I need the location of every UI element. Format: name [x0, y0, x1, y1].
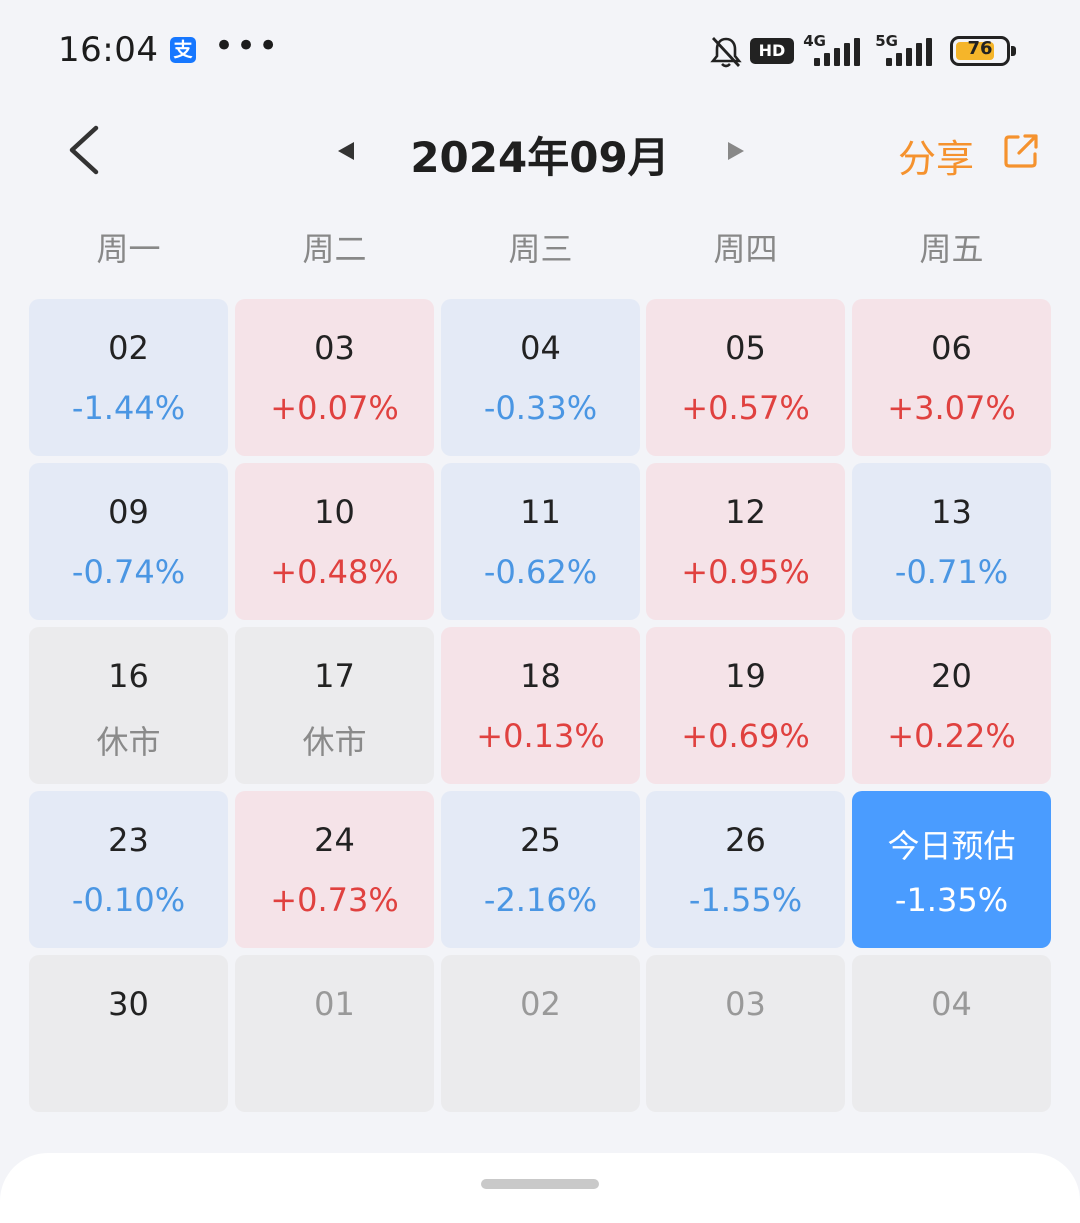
weekday-fri: 周五	[919, 230, 984, 268]
prev-month-button[interactable]	[334, 136, 360, 166]
cell-change: -1.55%	[688, 881, 803, 919]
share-label: 分享	[898, 137, 975, 181]
cell-change: +0.07%	[270, 389, 399, 427]
weekday-wed: 周三	[508, 230, 573, 268]
cell-day: 01	[314, 985, 355, 1023]
cell-status: 休市	[96, 723, 161, 761]
weekday-mon: 周一	[96, 230, 161, 268]
network-5g-label: 5G	[875, 32, 898, 50]
calendar-cell[interactable]: 06 +3.07%	[852, 299, 1051, 456]
cell-day: 02	[108, 329, 149, 367]
cell-day: 11	[520, 493, 561, 531]
cell-day: 24	[314, 821, 355, 859]
calendar-cell[interactable]: 23 -0.10%	[29, 791, 228, 948]
hd-voice-icon: HD	[750, 38, 794, 64]
cell-change: +0.69%	[681, 717, 810, 755]
cell-day: 13	[931, 493, 972, 531]
calendar-cell[interactable]: 20 +0.22%	[852, 627, 1051, 784]
cell-day: 26	[725, 821, 766, 859]
cell-change: +3.07%	[887, 389, 1016, 427]
calendar-cell[interactable]: 03 +0.07%	[235, 299, 434, 456]
calendar-cell[interactable]: 13 -0.71%	[852, 463, 1051, 620]
cell-change: +0.22%	[887, 717, 1016, 755]
cell-day: 02	[520, 985, 561, 1023]
cell-day: 17	[314, 657, 355, 695]
cell-status: 休市	[302, 723, 367, 761]
status-time: 16:04	[58, 30, 159, 70]
calendar-cell[interactable]: 12 +0.95%	[646, 463, 845, 620]
cell-day: 03	[314, 329, 355, 367]
more-notifications-icon: •••	[214, 26, 281, 66]
signal-bars-icon	[886, 38, 932, 66]
calendar-cell[interactable]: 16 休市	[29, 627, 228, 784]
cell-change: -0.33%	[483, 389, 598, 427]
cell-day: 19	[725, 657, 766, 695]
network-4g-label: 4G	[803, 32, 826, 50]
calendar-cell[interactable]: 25 -2.16%	[441, 791, 640, 948]
cell-day: 06	[931, 329, 972, 367]
calendar-cell[interactable]: 26 -1.55%	[646, 791, 845, 948]
calendar-cell[interactable]: 09 -0.74%	[29, 463, 228, 620]
calendar-cell[interactable]: 30	[29, 955, 228, 1112]
calendar-cell[interactable]: 11 -0.62%	[441, 463, 640, 620]
cell-day: 12	[725, 493, 766, 531]
cell-change: -1.44%	[71, 389, 186, 427]
cell-change: +0.13%	[476, 717, 605, 755]
share-icon	[1004, 134, 1038, 168]
calendar-cell[interactable]: 04 -0.33%	[441, 299, 640, 456]
calendar-cell[interactable]: 18 +0.13%	[441, 627, 640, 784]
muted-bell-icon	[710, 37, 742, 68]
calendar-cell[interactable]: 10 +0.48%	[235, 463, 434, 620]
cell-day: 04	[520, 329, 561, 367]
cell-day: 30	[108, 985, 149, 1023]
battery-level: 76	[967, 38, 993, 59]
weekday-thu: 周四	[713, 230, 778, 268]
calendar-cell[interactable]: 02 -1.44%	[29, 299, 228, 456]
cell-change: -0.71%	[894, 553, 1009, 591]
cell-change: +0.57%	[681, 389, 810, 427]
today-estimate-value: -1.35%	[894, 881, 1009, 919]
calendar-cell[interactable]: 01	[235, 955, 434, 1112]
sheet-drag-handle[interactable]	[481, 1179, 599, 1189]
cell-day: 23	[108, 821, 149, 859]
next-month-button[interactable]	[722, 136, 748, 166]
signal-bars-icon	[814, 38, 860, 66]
cell-change: +0.95%	[681, 553, 810, 591]
calendar-cell[interactable]: 05 +0.57%	[646, 299, 845, 456]
cell-day: 25	[520, 821, 561, 859]
bottom-sheet[interactable]	[0, 1153, 1080, 1223]
cell-day: 18	[520, 657, 561, 695]
weekday-tue: 周二	[302, 230, 367, 268]
today-estimate-cell[interactable]: 今日预估 -1.35%	[852, 791, 1051, 948]
cell-change: -0.62%	[483, 553, 598, 591]
cell-day: 05	[725, 329, 766, 367]
calendar-cell[interactable]: 03	[646, 955, 845, 1112]
cell-day: 16	[108, 657, 149, 695]
cell-day: 09	[108, 493, 149, 531]
calendar-cell[interactable]: 17 休市	[235, 627, 434, 784]
battery-icon: 76	[950, 36, 1016, 66]
calendar-cell[interactable]: 24 +0.73%	[235, 791, 434, 948]
cell-day: 20	[931, 657, 972, 695]
alipay-icon: 支	[170, 37, 196, 63]
today-estimate-label: 今日预估	[887, 827, 1016, 865]
back-button[interactable]	[60, 122, 110, 178]
cell-day: 03	[725, 985, 766, 1023]
calendar-cell[interactable]: 02	[441, 955, 640, 1112]
cell-change: -0.10%	[71, 881, 186, 919]
cell-change: +0.48%	[270, 553, 399, 591]
calendar-cell[interactable]: 04	[852, 955, 1051, 1112]
cell-day: 04	[931, 985, 972, 1023]
calendar-cell[interactable]: 19 +0.69%	[646, 627, 845, 784]
cell-change: -2.16%	[483, 881, 598, 919]
status-bar: 16:04 支 ••• HD 4G 5G 76	[0, 0, 1080, 100]
cell-day: 10	[314, 493, 355, 531]
month-title: 2024年09月	[410, 133, 670, 182]
cell-change: +0.73%	[270, 881, 399, 919]
cell-change: -0.74%	[71, 553, 186, 591]
